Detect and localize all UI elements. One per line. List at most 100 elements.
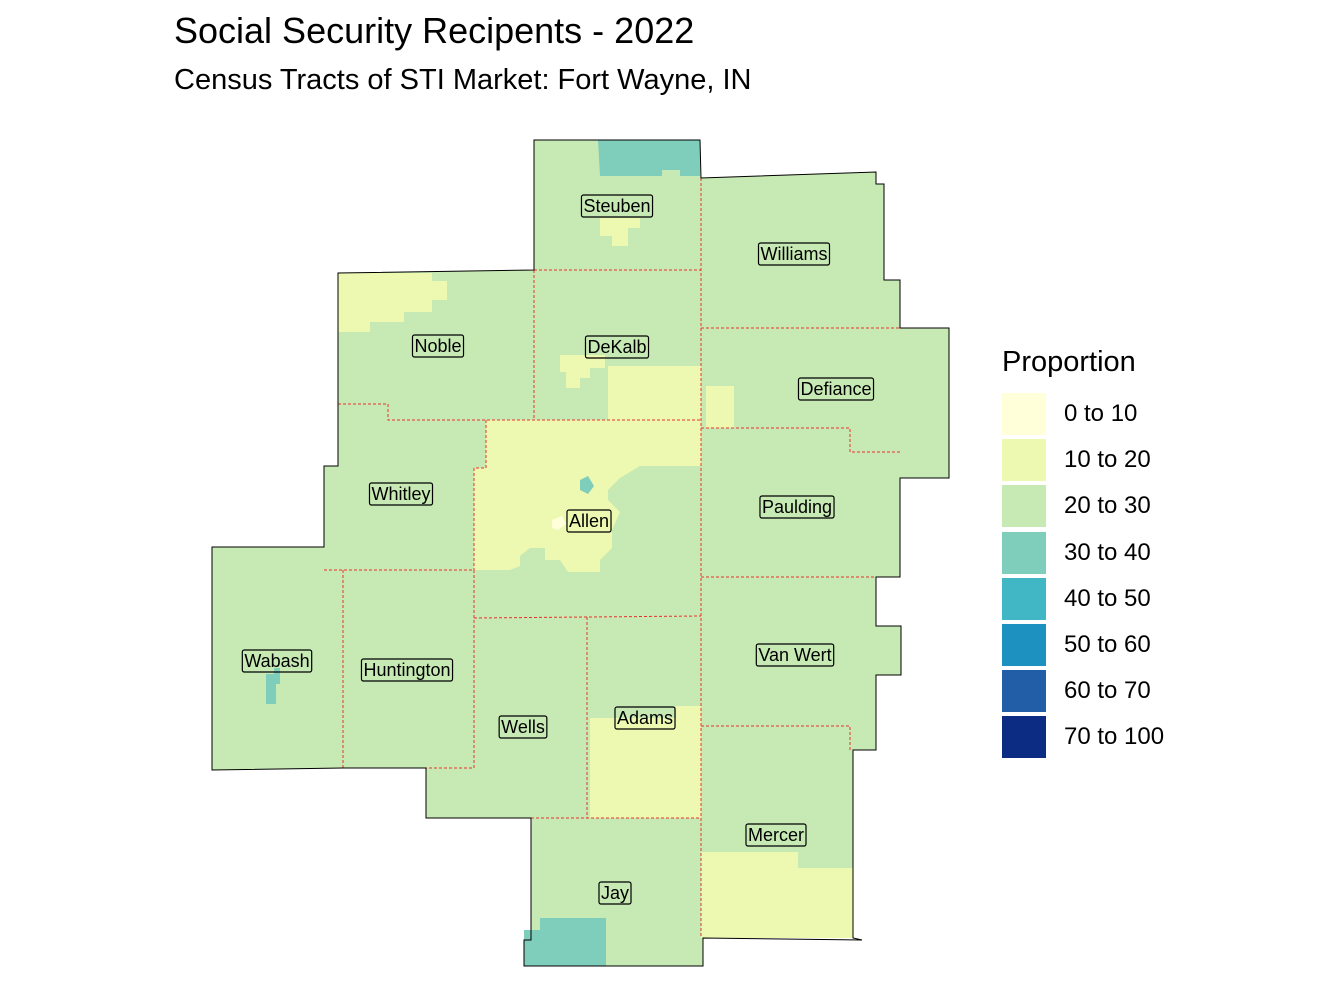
county-label-adams: Adams — [614, 706, 676, 730]
tract-allen-center — [580, 476, 594, 494]
county-label-frame — [598, 881, 632, 905]
county-name: Mercer — [748, 825, 804, 845]
county-huntington — [343, 570, 474, 768]
county-name: Williams — [761, 244, 828, 264]
legend-swatch — [1002, 485, 1046, 528]
county-label-whitley: Whitley — [368, 482, 434, 506]
legend-label: 30 to 40 — [1064, 538, 1151, 566]
legend-item: 0 to 10 — [1002, 391, 1164, 437]
county-label-frame — [759, 495, 835, 519]
county-wabash — [212, 547, 343, 770]
legend-swatch — [1002, 531, 1046, 574]
legend-swatch — [1002, 439, 1046, 482]
county-labels: Steuben Williams Noble DeKalb Defiance Whitle… — [241, 194, 875, 905]
county-name: Paulding — [762, 497, 832, 517]
county-label-frame — [584, 335, 650, 359]
legend-items: 0 to 10 10 to 20 20 to 30 30 to 40 40 to 50 5… — [1002, 391, 1164, 761]
county-label-wells: Wells — [498, 715, 548, 739]
legend-item: 30 to 40 — [1002, 530, 1164, 576]
county-label-frame — [757, 242, 831, 266]
county-label-jay: Jay — [598, 881, 632, 905]
legend-swatch — [1002, 716, 1046, 759]
county-name: Steuben — [583, 196, 650, 216]
legend-label: 10 to 20 — [1064, 446, 1151, 474]
tract-allen-core — [552, 516, 566, 530]
county-label-defiance: Defiance — [797, 377, 875, 401]
county-label-frame — [411, 334, 465, 358]
legend-label: 0 to 10 — [1064, 400, 1138, 428]
legend-label: 50 to 60 — [1064, 631, 1151, 659]
county-label-frame — [368, 482, 434, 506]
tract-wabash-town — [266, 668, 280, 704]
county-borders — [324, 178, 900, 938]
county-name: DeKalb — [587, 337, 646, 357]
county-label-dekalb: DeKalb — [584, 335, 650, 359]
county-name: Van Wert — [758, 645, 831, 665]
legend-title: Proportion — [1002, 346, 1136, 378]
county-label-van-wert: Van Wert — [755, 643, 835, 667]
county-label-frame — [614, 706, 676, 730]
map-title: Social Security Recipents - 2022 — [174, 10, 695, 51]
county-wells — [426, 617, 587, 818]
county-label-huntington: Huntington — [360, 658, 454, 682]
legend-label: 40 to 50 — [1064, 584, 1151, 612]
legend-swatch — [1002, 670, 1046, 713]
county-defiance — [701, 328, 949, 478]
legend-item: 40 to 50 — [1002, 576, 1164, 622]
county-name: Wells — [501, 717, 545, 737]
legend-swatch — [1002, 393, 1046, 436]
map-subtitle: Census Tracts of STI Market: Fort Wayne,… — [174, 64, 752, 96]
legend-swatch — [1002, 577, 1046, 620]
tract-dekalb-w — [560, 355, 605, 388]
county-whitley — [324, 404, 486, 570]
tract-allen-west — [474, 548, 500, 570]
county-williams — [701, 172, 900, 328]
county-label-steuben: Steuben — [580, 194, 654, 218]
county-label-frame — [241, 649, 313, 673]
legend: Proportion 0 to 10 10 to 20 20 to 30 30 to … — [1002, 344, 1164, 761]
tract-steuben-center — [600, 218, 640, 246]
county-label-paulding: Paulding — [759, 495, 835, 519]
tract-steuben-north — [598, 140, 700, 176]
tract-fills — [212, 140, 949, 966]
market-outline — [211, 139, 950, 967]
county-label-allen: Allen — [566, 509, 612, 533]
legend-swatch — [1002, 624, 1046, 667]
county-name: Wabash — [244, 651, 309, 671]
legend-item: 50 to 60 — [1002, 622, 1164, 668]
county-label-frame — [797, 377, 875, 401]
county-label-noble: Noble — [411, 334, 465, 358]
tract-dekalb-se — [608, 366, 701, 420]
county-label-wabash: Wabash — [241, 649, 313, 673]
county-label-frame — [580, 194, 654, 218]
county-name: Whitley — [371, 484, 430, 504]
tract-allen-north — [474, 420, 701, 572]
legend-label: 60 to 70 — [1064, 677, 1151, 705]
county-label-mercer: Mercer — [745, 823, 807, 847]
county-paulding — [701, 428, 900, 577]
county-label-frame — [498, 715, 548, 739]
county-name: Allen — [569, 511, 609, 531]
county-label-williams: Williams — [757, 242, 831, 266]
legend-item: 20 to 30 — [1002, 483, 1164, 529]
tract-mercer-south — [701, 852, 853, 938]
county-name: Jay — [601, 883, 629, 903]
county-label-frame — [745, 823, 807, 847]
county-name: Noble — [414, 336, 461, 356]
county-name: Adams — [617, 708, 673, 728]
legend-label: 20 to 30 — [1064, 492, 1151, 520]
county-name: Huntington — [363, 660, 450, 680]
legend-item: 60 to 70 — [1002, 668, 1164, 714]
legend-item: 70 to 100 — [1002, 714, 1164, 760]
tract-jay-sw — [524, 918, 606, 966]
county-label-frame — [566, 509, 612, 533]
county-label-frame — [755, 643, 835, 667]
legend-label: 70 to 100 — [1064, 723, 1165, 751]
tract-defiance-sw — [706, 386, 734, 428]
county-label-frame — [360, 658, 454, 682]
county-name: Defiance — [800, 379, 871, 399]
legend-item: 10 to 20 — [1002, 437, 1164, 483]
county-vanwert — [701, 577, 901, 750]
tract-adams-south — [590, 706, 701, 818]
